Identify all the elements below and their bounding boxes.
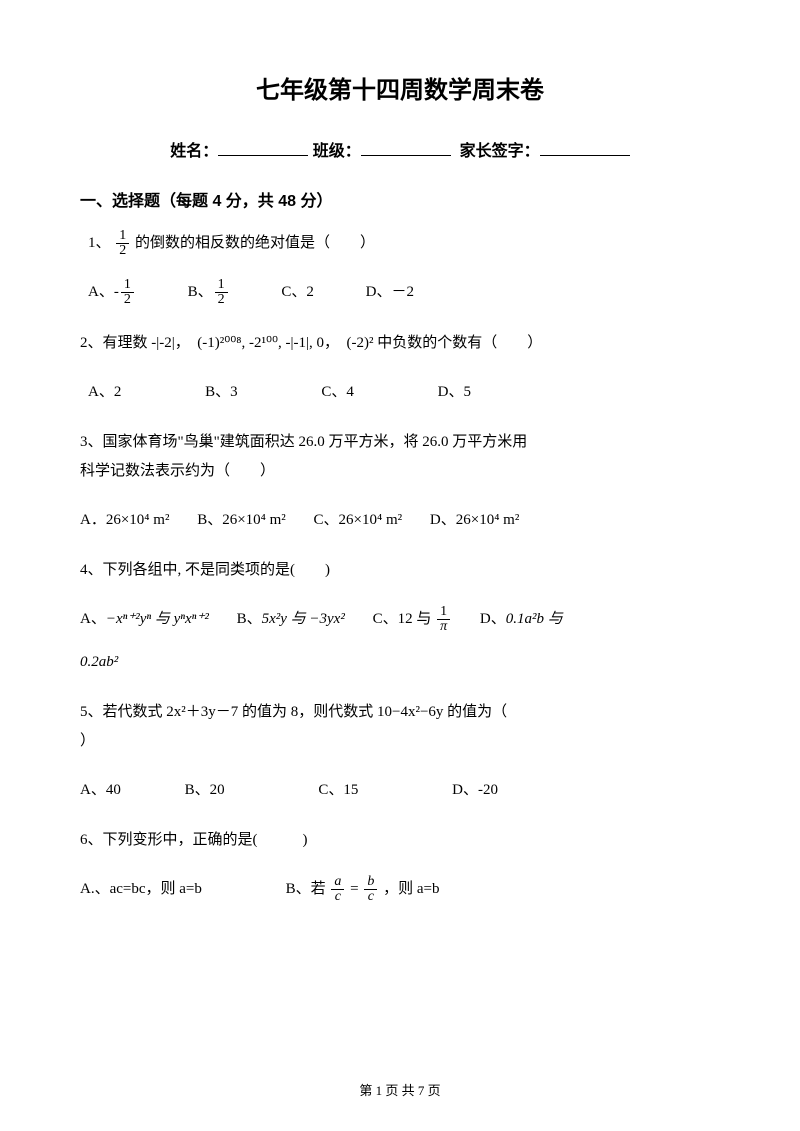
q2-opt-c: C、4: [321, 378, 354, 407]
frac-den: c: [331, 890, 344, 904]
q1-opt-b: B、12: [188, 278, 230, 307]
q1-opt-a: A、-12: [88, 278, 136, 307]
question-1: 1、 1 2 的倒数的相反数的绝对值是（ ）: [80, 229, 720, 258]
q1-opt-d: D、－2: [366, 278, 414, 307]
opt-pre: B、若: [286, 881, 326, 897]
q1-suffix: 的倒数的相反数的绝对值是（ ）: [135, 235, 375, 251]
frac-b-c: bc: [364, 875, 377, 904]
class-blank[interactable]: [361, 140, 451, 156]
question-4: 4、下列各组中, 不是同类项的是( ): [80, 556, 720, 585]
eq-sign: =: [350, 881, 358, 897]
question-2: 2、有理数 -|-2|， (-1)²⁰⁰⁸, -2¹⁰⁰, -|-1|, 0， …: [80, 329, 720, 358]
class-label: 班级：: [313, 143, 361, 160]
q6-opt-b: B、若 ac = bc ，则 a=b: [286, 875, 440, 904]
question-3-options: A．26×10⁴ m² B、26×10⁴ m² C、26×10⁴ m² D、26…: [80, 505, 720, 534]
question-2-options: A、2 B、3 C、4 D、5: [80, 378, 720, 407]
sign-label: 家长签字：: [460, 143, 540, 160]
question-4-options: A、−xⁿ⁺²yⁿ 与 yⁿxⁿ⁺² B、5x²y 与 −3yx² C、12 与…: [80, 605, 720, 677]
q3-opt-d: D、26×10⁴ m²: [430, 506, 519, 535]
question-6-options: A.、ac=bc，则 a=b B、若 ac = bc ，则 a=b: [80, 875, 720, 904]
q3-opt-c: C、26×10⁴ m²: [314, 506, 403, 535]
q5-opt-a: A、40: [80, 776, 121, 805]
frac: 12: [121, 278, 134, 307]
question-5: 5、若代数式 2x²＋3y－7 的值为 8，则代数式 10−4x²−6y 的值为…: [80, 698, 720, 755]
q2-opt-b: B、3: [205, 378, 238, 407]
q3-opt-b: B、26×10⁴ m²: [197, 506, 286, 535]
frac-num: b: [364, 875, 377, 890]
opt-math: −xⁿ⁺²yⁿ 与 yⁿxⁿ⁺²: [106, 611, 209, 627]
q4-opt-d: D、0.1a²b 与: [480, 605, 563, 634]
exam-title: 七年级第十四周数学周末卷: [80, 70, 720, 105]
q3-line2: 科学记数法表示约为（ ）: [80, 463, 275, 479]
page: 七年级第十四周数学周末卷 姓名： 班级： 家长签字： 一、选择题（每题 4 分，…: [0, 0, 800, 1131]
frac-num: 1: [121, 278, 134, 293]
opt-pre: A、: [80, 611, 106, 627]
frac-den: π: [437, 620, 450, 634]
q5-line2: ）: [80, 733, 95, 749]
sign-blank[interactable]: [540, 140, 630, 156]
opt-pre: D、: [480, 611, 506, 627]
question-6: 6、下列变形中，正确的是( ): [80, 826, 720, 855]
opt-math: 0.1a²b 与: [506, 611, 563, 627]
q6-opt-a: A.、ac=bc，则 a=b: [80, 875, 202, 904]
frac: 12: [215, 278, 228, 307]
frac-num: 1: [116, 229, 129, 244]
frac-den: c: [364, 890, 377, 904]
name-label: 姓名：: [170, 143, 218, 160]
opt-label: A、-: [88, 284, 119, 300]
question-1-options: A、-12 B、12 C、2 D、－2: [80, 278, 720, 307]
q4-opt-a: A、−xⁿ⁺²yⁿ 与 yⁿxⁿ⁺²: [80, 605, 209, 634]
opt-math: 5x²y 与 −3yx²: [262, 611, 345, 627]
q1-fraction: 1 2: [116, 229, 129, 258]
q2-opt-a: A、2: [88, 378, 121, 407]
question-5-options: A、40 B、20 C、15 D、-20: [80, 775, 720, 804]
section-1-header: 一、选择题（每题 4 分，共 48 分）: [80, 187, 720, 211]
frac-den: 2: [116, 244, 129, 258]
frac-den: 2: [121, 293, 134, 307]
q6-text: 6、下列变形中，正确的是( ): [80, 832, 308, 848]
frac-a-c: ac: [331, 875, 344, 904]
name-blank[interactable]: [218, 140, 308, 156]
q4-opt-b: B、5x²y 与 −3yx²: [237, 605, 345, 634]
q5-line1: 5、若代数式 2x²＋3y－7 的值为 8，则代数式 10−4x²−6y 的值为…: [80, 704, 507, 720]
frac-den: 2: [215, 293, 228, 307]
frac-num: a: [331, 875, 344, 890]
q5-opt-c: C、15: [318, 776, 358, 805]
frac-num: 1: [215, 278, 228, 293]
q5-opt-d: D、-20: [452, 776, 498, 805]
q4-opt-d-cont: 0.2ab²: [80, 648, 720, 677]
question-3: 3、国家体育场"鸟巢"建筑面积达 26.0 万平方米，将 26.0 万平方米用 …: [80, 428, 720, 485]
frac: 1π: [437, 605, 450, 634]
opt-pre: C、12 与: [373, 611, 432, 627]
q2-opt-d: D、5: [438, 378, 471, 407]
q4-text: 4、下列各组中, 不是同类项的是( ): [80, 562, 330, 578]
opt-label: B、: [188, 284, 213, 300]
q1-opt-c: C、2: [281, 278, 314, 307]
opt-post: ，则 a=b: [383, 881, 439, 897]
q5-opt-b: B、20: [185, 776, 225, 805]
q4-opt-c: C、12 与 1π: [373, 605, 453, 634]
q3-opt-a: A．26×10⁴ m²: [80, 506, 169, 535]
q3-line1: 3、国家体育场"鸟巢"建筑面积达 26.0 万平方米，将 26.0 万平方米用: [80, 434, 527, 450]
frac-num: 1: [437, 605, 450, 620]
q2-text: 2、有理数 -|-2|， (-1)²⁰⁰⁸, -2¹⁰⁰, -|-1|, 0， …: [80, 335, 542, 351]
q1-prefix: 1、: [88, 235, 111, 251]
student-info-line: 姓名： 班级： 家长签字：: [80, 137, 720, 161]
opt-pre: B、: [237, 611, 262, 627]
page-footer: 第 1 页 共 7 页: [0, 1080, 800, 1099]
